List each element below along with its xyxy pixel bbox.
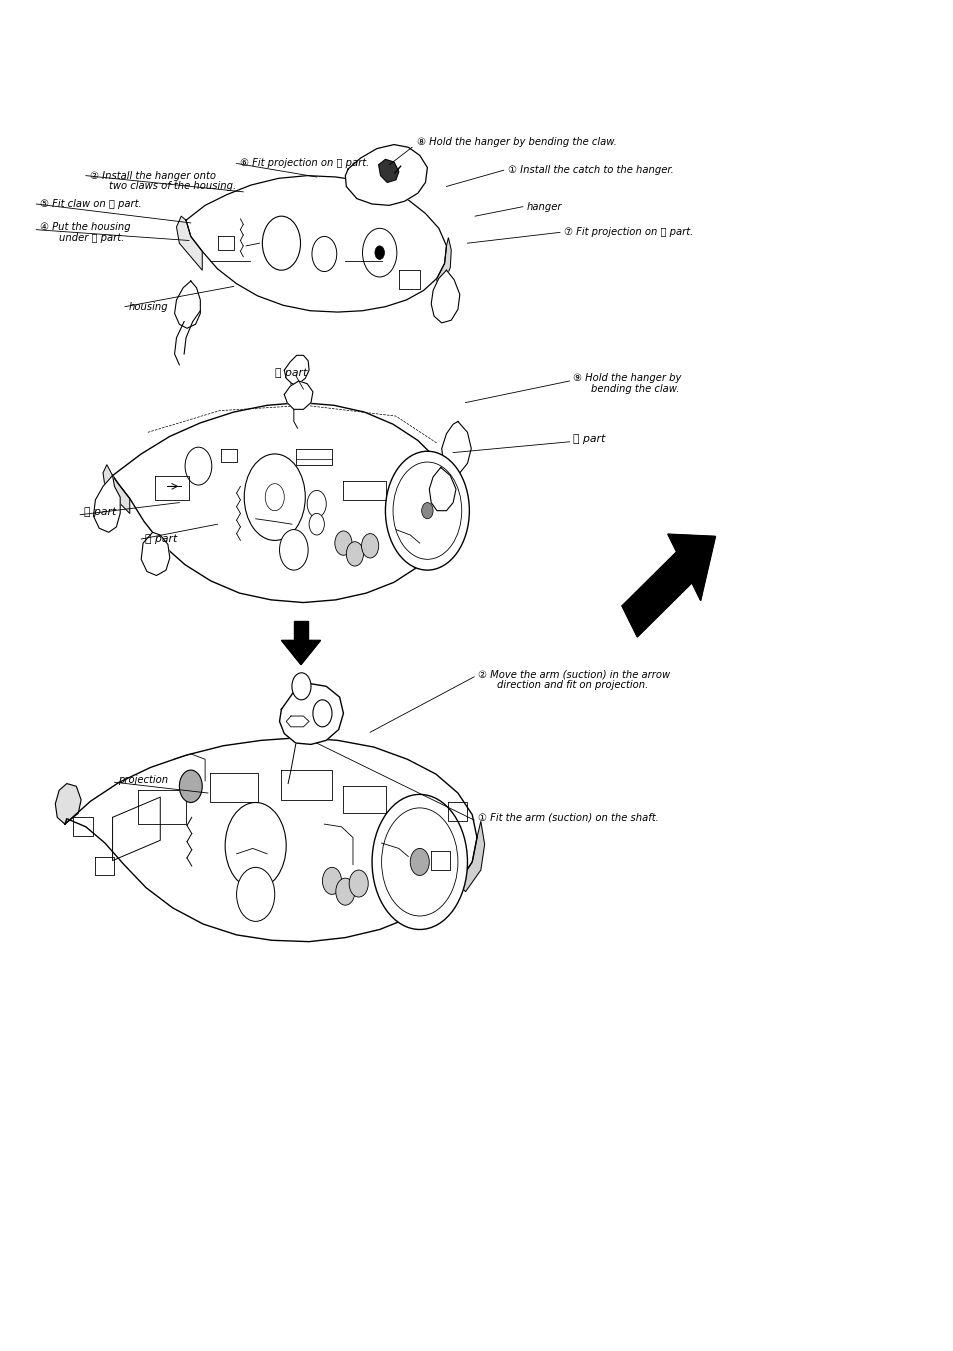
Text: ⑦ Fit projection on Ⓓ part.: ⑦ Fit projection on Ⓓ part.: [563, 227, 692, 238]
Circle shape: [335, 531, 352, 555]
Circle shape: [244, 454, 305, 540]
Circle shape: [322, 867, 341, 894]
Circle shape: [375, 246, 384, 259]
Text: direction and fit on projection.: direction and fit on projection.: [497, 680, 648, 690]
Polygon shape: [93, 476, 120, 532]
Text: Ⓓ part: Ⓓ part: [573, 434, 605, 444]
Circle shape: [309, 513, 324, 535]
Text: Ⓐ part: Ⓐ part: [84, 507, 116, 517]
Polygon shape: [429, 467, 456, 511]
Polygon shape: [441, 422, 471, 473]
Circle shape: [335, 878, 355, 905]
Circle shape: [362, 228, 396, 277]
Circle shape: [361, 534, 378, 558]
Text: Ⓒ part: Ⓒ part: [274, 367, 307, 378]
Polygon shape: [112, 403, 451, 603]
Text: two claws of the housing.: two claws of the housing.: [109, 181, 235, 192]
Polygon shape: [174, 281, 200, 328]
Text: hanger: hanger: [526, 201, 561, 212]
Text: ② Install the hanger onto: ② Install the hanger onto: [90, 170, 215, 181]
Text: ④ Put the housing: ④ Put the housing: [40, 222, 131, 232]
Text: under Ⓐ part.: under Ⓐ part.: [59, 232, 124, 243]
Polygon shape: [186, 176, 446, 312]
Text: ⑤ Fit claw on Ⓑ part.: ⑤ Fit claw on Ⓑ part.: [40, 199, 142, 209]
Polygon shape: [279, 684, 343, 744]
Polygon shape: [65, 738, 476, 942]
Polygon shape: [284, 381, 313, 409]
Circle shape: [292, 673, 311, 700]
Text: ⑨ Hold the hanger by: ⑨ Hold the hanger by: [573, 373, 681, 384]
Circle shape: [225, 802, 286, 889]
Text: ② Move the arm (suction) in the arrow: ② Move the arm (suction) in the arrow: [477, 669, 669, 680]
Polygon shape: [621, 534, 715, 636]
Circle shape: [349, 870, 368, 897]
Polygon shape: [103, 465, 130, 513]
Circle shape: [372, 794, 467, 929]
Polygon shape: [141, 532, 170, 576]
Circle shape: [185, 447, 212, 485]
Polygon shape: [294, 621, 308, 640]
Circle shape: [179, 770, 202, 802]
Circle shape: [410, 848, 429, 875]
Polygon shape: [176, 216, 202, 270]
Circle shape: [262, 216, 300, 270]
Circle shape: [313, 700, 332, 727]
Text: ⑥ Fit projection on Ⓒ part.: ⑥ Fit projection on Ⓒ part.: [240, 158, 369, 169]
Text: ① Fit the arm (suction) on the shaft.: ① Fit the arm (suction) on the shaft.: [477, 812, 658, 823]
Circle shape: [312, 236, 336, 272]
Circle shape: [385, 451, 469, 570]
Circle shape: [381, 808, 457, 916]
Text: Ⓑ part: Ⓑ part: [145, 534, 177, 544]
Circle shape: [307, 490, 326, 517]
Polygon shape: [378, 159, 398, 182]
Polygon shape: [431, 270, 459, 323]
Text: bending the claw.: bending the claw.: [590, 384, 679, 394]
Polygon shape: [281, 640, 320, 665]
Circle shape: [346, 542, 363, 566]
Polygon shape: [436, 238, 451, 297]
Circle shape: [421, 503, 433, 519]
Polygon shape: [55, 784, 81, 824]
Polygon shape: [284, 355, 309, 384]
Circle shape: [265, 484, 284, 511]
Circle shape: [279, 530, 308, 570]
Text: housing: housing: [129, 301, 169, 312]
Text: projection: projection: [118, 774, 169, 785]
Circle shape: [236, 867, 274, 921]
Polygon shape: [345, 145, 427, 205]
Text: ⑧ Hold the hanger by bending the claw.: ⑧ Hold the hanger by bending the claw.: [416, 136, 617, 147]
Text: ① Install the catch to the hanger.: ① Install the catch to the hanger.: [507, 165, 673, 176]
Circle shape: [393, 462, 461, 559]
Polygon shape: [457, 821, 484, 892]
